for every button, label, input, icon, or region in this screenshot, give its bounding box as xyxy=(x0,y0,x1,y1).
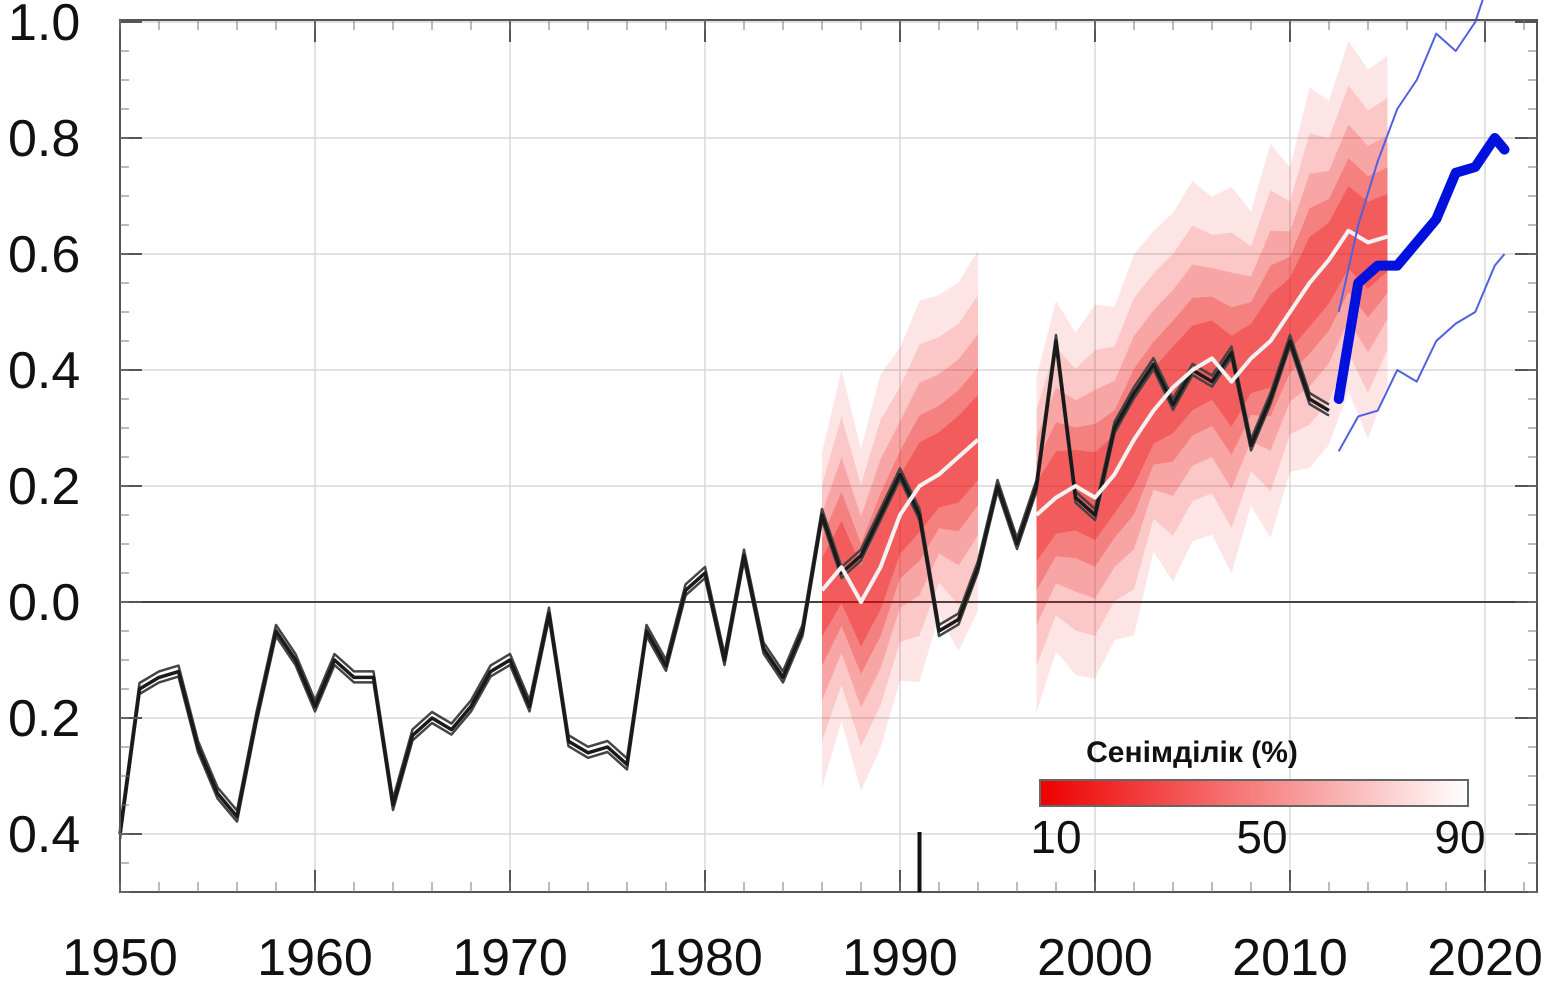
y-tick-label: 0.4 xyxy=(8,806,80,864)
x-tick-label: 2020 xyxy=(1427,929,1543,982)
confidence-band xyxy=(822,250,978,791)
confidence-band xyxy=(822,334,978,708)
x-tick-label: 1960 xyxy=(257,929,373,982)
confidence-band xyxy=(822,295,978,747)
confidence-band xyxy=(822,395,978,647)
x-tick-label: 1970 xyxy=(452,929,568,982)
projection-median-line xyxy=(820,438,980,604)
x-tick-label: 2000 xyxy=(1037,929,1153,982)
x-tick-label: 1990 xyxy=(842,929,958,982)
legend-colorbar xyxy=(1039,779,1469,807)
axis-ticks: 1.0 0.8 0.6 0.4 0.2 0.0 0.2 0.4 1950 1960 1970 1980… xyxy=(8,0,1543,982)
uncertainty-bands xyxy=(822,40,1388,791)
y-tick-label: 0.2 xyxy=(8,458,80,516)
grid-lines xyxy=(119,20,1537,892)
observed-series-line xyxy=(118,344,1330,840)
plot-frame xyxy=(119,19,1538,893)
legend-tick-label: 90 xyxy=(1434,811,1485,863)
y-tick-label: 0.6 xyxy=(8,226,80,284)
observed-series-line xyxy=(118,339,1330,835)
x-tick-label: 1980 xyxy=(647,929,763,982)
legend-title: Сенімділік (%) xyxy=(1086,736,1298,769)
y-tick-label: 0.2 xyxy=(8,690,80,748)
prediction-median-line xyxy=(1333,133,1510,404)
legend-tick-label: 10 xyxy=(1030,811,1081,863)
prediction-low-line xyxy=(1337,253,1506,452)
y-tick-label: 0.4 xyxy=(8,342,80,400)
x-tick-label: 1950 xyxy=(62,929,178,982)
x-tick-label: 2010 xyxy=(1232,929,1348,982)
prediction-high-line xyxy=(1337,0,1484,313)
y-tick-label: 0.8 xyxy=(8,110,80,168)
confidence-band xyxy=(822,367,978,675)
y-tick-label: 0.0 xyxy=(8,574,80,632)
legend-tick-label: 50 xyxy=(1236,811,1287,863)
projection-median-line xyxy=(1035,228,1389,517)
series-lines xyxy=(118,0,1510,840)
y-tick-label: 1.0 xyxy=(8,0,80,52)
legend: Сенімділік (%) 10 50 90 xyxy=(1030,736,1485,863)
